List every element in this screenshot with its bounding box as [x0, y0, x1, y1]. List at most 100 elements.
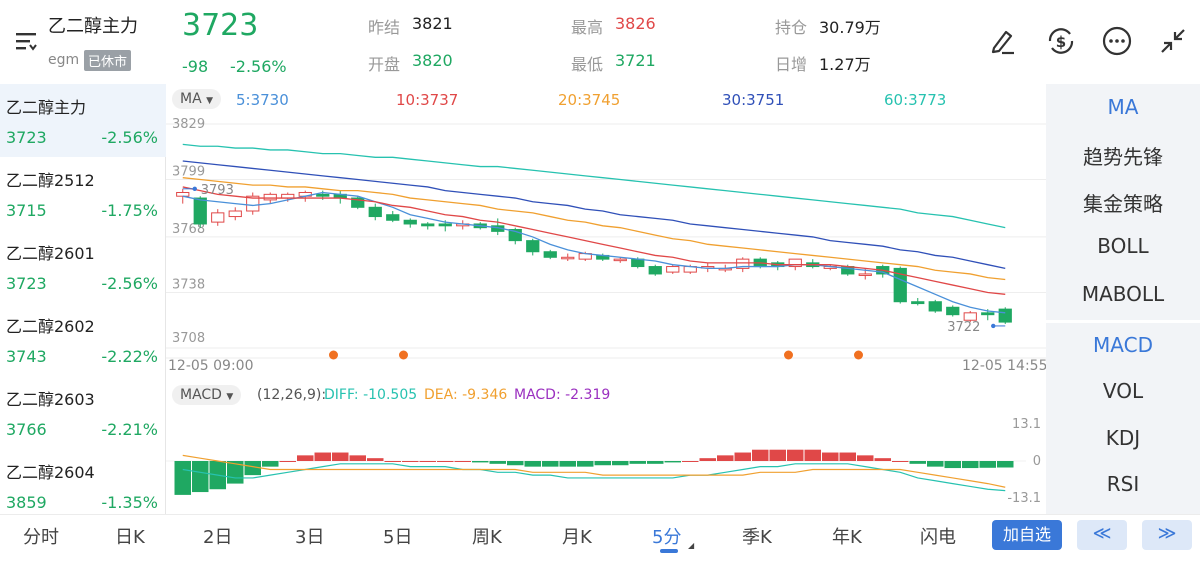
macd-bar	[542, 461, 559, 467]
indicator-trend[interactable]: 趋势先锋	[1083, 145, 1163, 169]
candle-body	[176, 191, 190, 197]
macd-bar	[909, 461, 926, 464]
price-axis-label: 3708	[172, 331, 205, 346]
price-axis-label: 3829	[172, 117, 205, 132]
contract-price: 3723	[6, 128, 47, 147]
ma20-label: 20:3745	[558, 91, 621, 109]
ma30-label: 30:3751	[722, 91, 785, 109]
indicator-kdj[interactable]: KDJ	[1105, 426, 1141, 450]
indicator-macd[interactable]: MACD	[1093, 333, 1153, 357]
contract-item[interactable]: 乙二醇2602 3743 -2.22%	[0, 303, 166, 376]
ma10-label: 10:3737	[396, 91, 459, 109]
contract-pct: -2.56%	[101, 274, 158, 293]
macd-bar	[979, 461, 996, 468]
add-watchlist-button[interactable]: 加自选	[992, 520, 1062, 550]
candle-body	[421, 223, 435, 227]
stat-label: 日增	[775, 55, 808, 74]
tab-monthly[interactable]: 月K	[562, 527, 592, 548]
macd-bar	[839, 452, 856, 461]
macd-bar	[612, 461, 629, 466]
indicator-ma[interactable]: MA	[1107, 95, 1139, 119]
stat-value: 3826	[615, 14, 656, 33]
macd-bar	[962, 461, 979, 469]
more-options-icon[interactable]	[1100, 24, 1134, 58]
macd-bar	[629, 461, 646, 464]
price-chart[interactable]: 3829 3799 3768 3738 3708 3793 3722 13.1 0 -13.1	[166, 112, 1046, 514]
candle-body	[648, 266, 662, 275]
macd-bar	[367, 458, 384, 461]
stat-label: 持仓	[775, 18, 808, 37]
period-tab-bar: 分时 日K 2日 3日 5日 周K 月K 5分 ◢ 季K 年K 闪电 加自选 ≪…	[0, 514, 1200, 571]
candle-body	[543, 251, 557, 258]
macd-bar	[419, 461, 436, 462]
macd-bar	[524, 461, 541, 467]
macd-bar	[454, 461, 471, 462]
tab-2day[interactable]: 2日	[203, 527, 233, 548]
contract-item[interactable]: 乙二醇2512 3715 -1.75%	[0, 157, 166, 230]
ma-selector-label: MA	[180, 91, 202, 107]
tab-quarterly[interactable]: 季K	[742, 527, 772, 548]
tab-flash[interactable]: 闪电	[920, 527, 956, 548]
dea-line	[182, 454, 1006, 488]
macd-value: MACD: -2.319	[514, 387, 611, 403]
macd-bar	[559, 461, 576, 467]
price-axis-label: 3738	[172, 277, 205, 292]
candle-body	[351, 197, 365, 208]
contract-item[interactable]: 乙二醇2603 3766 -2.21%	[0, 376, 166, 449]
macd-bar	[752, 449, 769, 461]
macd-bar	[892, 461, 909, 462]
contract-item[interactable]: 乙二醇2601 3723 -2.56%	[0, 230, 166, 303]
candle-body	[508, 229, 522, 242]
macd-bar	[874, 458, 891, 461]
macd-selector[interactable]: MACD ▼	[172, 385, 242, 405]
dropdown-caret-icon: ▼	[226, 392, 234, 402]
menu-icon[interactable]	[14, 30, 38, 52]
price-change: -98	[182, 57, 209, 76]
prev-button[interactable]: ≪	[1077, 520, 1127, 550]
instrument-name: 乙二醇主力	[48, 16, 138, 37]
indicator-strategy[interactable]: 集金策略	[1083, 192, 1163, 216]
collapse-arrows-icon[interactable]	[1156, 24, 1190, 58]
candle-body	[263, 193, 277, 201]
tab-3day[interactable]: 3日	[295, 527, 325, 548]
indicator-vol[interactable]: VOL	[1102, 379, 1144, 403]
macd-bar	[822, 452, 839, 461]
contract-item[interactable]: 乙二醇2604 3859 -1.35%	[0, 449, 166, 522]
diff-line	[182, 463, 1006, 492]
tab-intraday[interactable]: 分时	[23, 527, 59, 548]
macd-bar	[577, 461, 594, 467]
currency-exchange-icon[interactable]: $	[1044, 24, 1078, 58]
indicator-rsi[interactable]: RSI	[1106, 472, 1140, 496]
tab-5min[interactable]: 5分	[652, 527, 682, 548]
next-button[interactable]: ≫	[1142, 520, 1192, 550]
macd-bar	[804, 449, 821, 461]
ma-selector[interactable]: MA ▼	[172, 89, 222, 109]
candle-body	[526, 240, 540, 253]
indicator-panel: MA 趋势先锋 集金策略 BOLL MABOLL MACD VOL KDJ RS…	[1046, 84, 1200, 514]
tab-daily[interactable]: 日K	[115, 527, 145, 548]
tab-5day[interactable]: 5日	[383, 527, 413, 548]
macd-bar	[279, 461, 296, 462]
price-change-pct: -2.56%	[230, 57, 287, 76]
contract-price: 3723	[6, 274, 47, 293]
indicator-maboll[interactable]: MABOLL	[1081, 282, 1165, 306]
contract-pct: -2.21%	[101, 420, 158, 439]
contract-item[interactable]: 乙二醇主力 3723 -2.56%	[0, 84, 166, 157]
candle-body	[403, 219, 417, 225]
draw-pen-icon[interactable]	[986, 24, 1020, 58]
contract-pct: -1.35%	[101, 493, 158, 512]
macd-bar	[699, 458, 716, 461]
candle-body	[613, 258, 627, 262]
macd-bar	[682, 461, 699, 462]
candle-body	[788, 258, 802, 268]
stat-value: 3821	[412, 14, 453, 33]
candle-body	[736, 258, 750, 269]
indicator-divider	[1046, 320, 1200, 323]
tab-yearly[interactable]: 年K	[832, 527, 862, 548]
macd-bar	[402, 461, 419, 462]
tab-weekly[interactable]: 周K	[472, 527, 502, 548]
indicator-boll[interactable]: BOLL	[1097, 234, 1149, 258]
macd-bar	[297, 455, 314, 461]
contract-price: 3715	[6, 201, 47, 220]
macd-bar	[437, 461, 454, 462]
